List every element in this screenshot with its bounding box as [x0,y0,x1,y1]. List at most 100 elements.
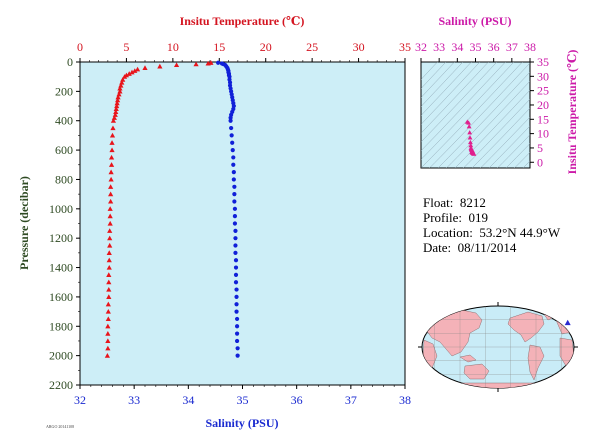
profile-axis-ticks: 0 5 10 15 20 25 30 35 32 33 34 35 36 37 38 0 200 400 600 80… [49,40,411,407]
temperature-point [106,294,112,299]
temperature-point [119,79,125,85]
temperature-point [107,242,113,248]
ts-temperature-tick-label: 10 [537,127,549,141]
temperature-point [111,115,117,120]
map-graticule [418,302,578,392]
temperature-point [105,345,111,351]
salinity-tick-label: 37 [345,393,357,407]
density-contour [583,42,601,168]
salinity-point [232,184,237,189]
salinity-tick-label: 34 [182,393,194,407]
salinity-point [234,331,240,336]
salinity-point [234,324,240,329]
salinity-point [234,302,239,307]
ts-point [471,151,477,156]
density-contour [421,62,498,143]
salinity-point [231,177,236,182]
pressure-tick-label: 1200 [49,231,73,245]
pressure-tick-label: 1800 [49,319,73,333]
generator-stamp: ARGO 20141108 [46,424,75,429]
float-info-block: Float: 8212 Profile: 019 Location: 53.2°… [423,195,560,255]
density-contour [514,151,530,168]
density-contour [446,80,530,168]
profile-panel: 0 5 10 15 20 25 30 35 32 33 34 35 36 37 38 0 200 400 600 80… [17,14,411,430]
salinity-point [233,243,238,248]
ts-salinity-axis-title: Salinity (PSU) [438,14,511,28]
temperature-point [109,147,115,153]
pressure-tick-label: 1400 [49,261,73,275]
density-contour [488,125,530,168]
salinity-series [216,60,240,358]
ts-point [467,135,473,140]
temperature-point [105,301,111,307]
salinity-point [230,140,235,145]
density-contour [522,160,530,168]
salinity-point [232,199,237,204]
temperature-point [112,112,118,117]
salinity-point [234,338,240,344]
salinity-axis-title: Salinity (PSU) [205,416,278,430]
density-contour [505,143,530,168]
temperature-point [107,206,113,211]
salinity-point [233,236,238,241]
salinity-point [231,162,236,167]
density-contour [471,107,530,168]
location-label: Location: [423,225,473,240]
temperature-point [106,272,112,277]
temperature-point [108,184,114,189]
temperature-point [108,169,114,175]
temperature-point [107,235,113,241]
profile-value: 019 [468,210,489,225]
location-row: Location: 53.2°N 44.9°W [423,225,560,240]
salinity-point [232,206,238,211]
temperature-point [117,88,123,94]
ts-salinity-tick-label: 32 [415,40,427,54]
temperature-tick-label: 10 [167,40,179,54]
temperature-point [108,176,114,182]
ts-salinity-tick-label: 38 [524,40,536,54]
temperature-point [106,250,112,255]
salinity-point [233,250,238,255]
temperature-point [107,213,113,219]
pressure-tick-label: 800 [55,172,73,186]
float-location-marker [564,319,571,326]
ts-temperature-tick-label: 20 [537,98,549,112]
salinity-tick-label: 33 [128,393,140,407]
ts-salinity-tick-label: 37 [506,40,518,54]
salinity-point [235,346,240,351]
temperature-point [105,316,111,322]
density-contour [421,62,489,134]
salinity-point [229,125,234,131]
temperature-point [157,63,163,69]
pressure-tick-label: 2000 [49,349,73,363]
float-row: Float: 8212 [423,195,560,210]
ts-plot-area [420,61,531,169]
temperature-point [116,91,122,97]
salinity-point [234,316,240,322]
salinity-point [232,214,238,219]
salinity-point [233,258,239,263]
date-label: Date: [423,240,452,255]
density-contours [421,42,601,168]
temperature-point [118,82,124,88]
temperature-point [113,109,119,114]
date-row: Date: 08/11/2014 [423,240,560,255]
ts-point [468,139,473,145]
ts-salinity-tick-label: 34 [451,40,463,54]
temperature-point [106,257,112,263]
salinity-point [234,287,239,292]
salinity-point [232,192,237,197]
ts-salinity-tick-label: 36 [488,40,500,54]
temperature-point [106,279,112,285]
ts-temperature-tick-label: 35 [537,55,549,69]
salinity-point [228,115,233,120]
temperature-point [115,97,121,103]
temperature-tick-label: 15 [213,40,225,54]
ts-point [466,120,471,125]
temperature-point [105,308,111,314]
temperature-point [108,191,114,197]
ts-temperature-tick-label: 15 [537,112,549,126]
temperature-point [109,140,115,145]
